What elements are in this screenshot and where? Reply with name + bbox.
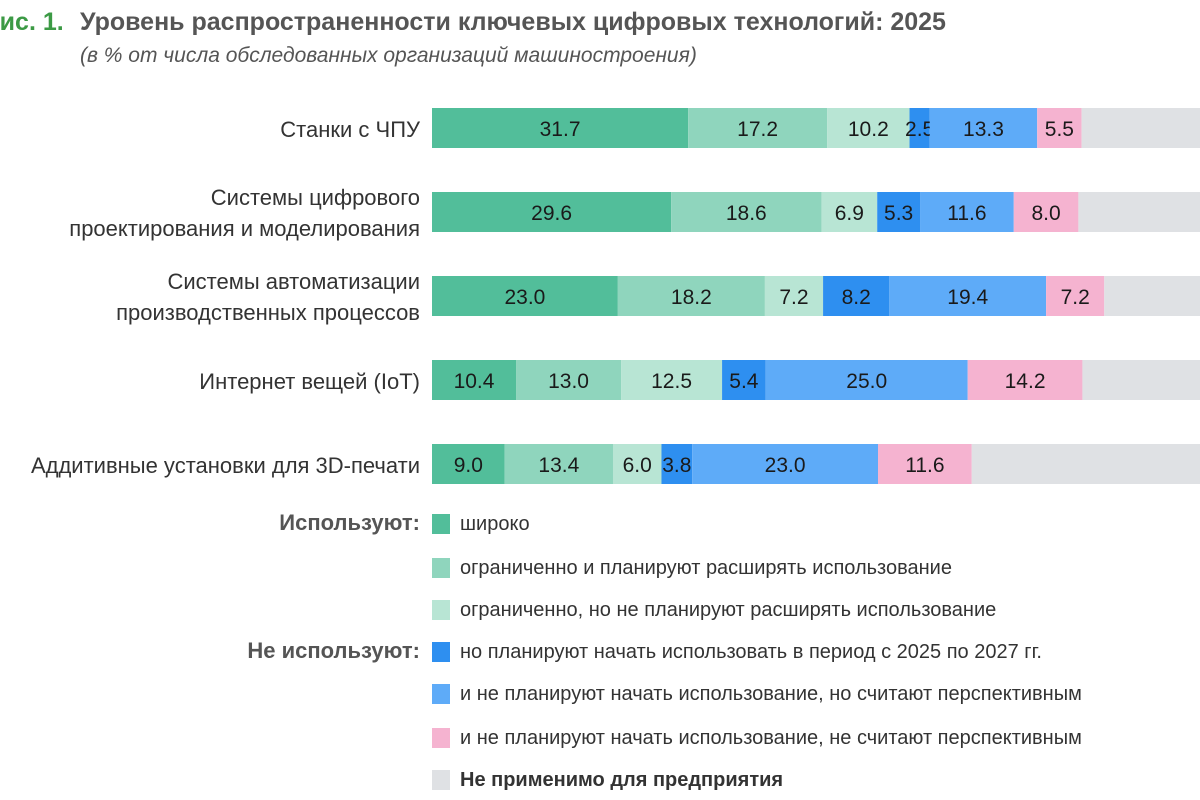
data-label: 8.2: [842, 286, 871, 309]
data-label: 25.0: [846, 370, 887, 393]
bar-segment: [1104, 276, 1200, 316]
legend-swatch: [432, 684, 450, 704]
bar-segment: [661, 444, 693, 484]
bar-segment: [889, 276, 1047, 316]
legend-swatch: [432, 728, 450, 748]
data-label: 6.0: [623, 454, 652, 477]
data-label: 5.3: [884, 202, 913, 225]
bar-segment: [821, 192, 878, 232]
category-label: Системы автоматизации производственных пр…: [0, 266, 420, 328]
data-label: 18.6: [726, 202, 767, 225]
category-label: Станки с ЧПУ: [0, 114, 420, 145]
data-label: 11.6: [947, 202, 986, 225]
data-label: 3.8: [662, 454, 691, 477]
category-label-line: Интернет вещей (IoT): [199, 368, 420, 394]
bar-segment: [1082, 360, 1200, 400]
data-label: 13.0: [548, 370, 589, 393]
bar-segment: [432, 444, 505, 484]
legend-label: Не применимо для предприятия: [460, 769, 784, 791]
bar-segment: [971, 444, 1200, 484]
category-label-line: проектирования и моделирования: [69, 216, 420, 241]
data-label: 10.2: [848, 118, 889, 141]
data-label: 18.2: [671, 286, 712, 309]
bar-segment: [1037, 108, 1082, 148]
bar-segment: [516, 360, 622, 400]
legend-swatch: [432, 600, 450, 620]
figure-number: Рис. 1.: [0, 8, 64, 36]
bar-segment: [929, 108, 1038, 148]
bar-segment: [877, 192, 921, 232]
legend-label: но планируют начать использовать в перио…: [460, 641, 1042, 663]
bar-segment: [671, 192, 822, 232]
data-label: 6.9: [835, 202, 864, 225]
data-label: 9.0: [454, 454, 483, 477]
category-label-line: Аддитивные установки для 3D-печати: [30, 452, 420, 478]
category-label-line: производственных процессов: [116, 300, 420, 325]
legend-swatch: [432, 770, 450, 790]
category-label-line: Системы автоматизации: [167, 269, 420, 294]
bar-segment: [764, 276, 824, 316]
bar-segment: [504, 444, 613, 484]
bar-segment: [432, 276, 618, 316]
bar-segment: [909, 108, 930, 148]
legend-label: широко: [460, 513, 530, 535]
data-label: 29.6: [531, 202, 572, 225]
category-label-line: Системы цифрового: [210, 185, 420, 210]
bar-segment: [432, 192, 672, 232]
data-label: 23.0: [504, 286, 545, 309]
bar-segment: [1078, 192, 1200, 232]
category-label: Аддитивные установки для 3D-печати: [0, 450, 420, 481]
data-label: 23.0: [765, 454, 806, 477]
bar-segment: [688, 108, 828, 148]
bar-segment: [1013, 192, 1079, 232]
bar-segment: [617, 276, 765, 316]
chart-title: Уровень распространенности ключевых цифр…: [80, 8, 946, 36]
data-label: 14.2: [1005, 370, 1046, 393]
category-label: Системы цифрового проектирования и модели…: [0, 182, 420, 244]
data-label: 19.4: [947, 286, 988, 309]
bar-segment: [920, 192, 1014, 232]
bar-segment: [621, 360, 723, 400]
bar-segment: [1046, 276, 1105, 316]
data-label: 7.2: [779, 286, 808, 309]
bar-segment: [612, 444, 662, 484]
bar-segment: [827, 108, 910, 148]
data-label: 13.3: [963, 118, 1004, 141]
bar-segment: [1081, 108, 1200, 148]
legend-swatch: [432, 558, 450, 578]
bar-segment: [692, 444, 879, 484]
bar-segment: [878, 444, 972, 484]
legend-swatch: [432, 642, 450, 662]
data-label: 7.2: [1061, 286, 1090, 309]
legend-label: и не планируют начать использование, но …: [460, 683, 1082, 705]
chart-subtitle: (в % от числа обследованных организаций …: [80, 44, 697, 67]
legend-label: и не планируют начать использование, не …: [460, 727, 1082, 749]
bar-segment: [432, 108, 689, 148]
data-label: 2.5: [905, 118, 934, 141]
data-label: 13.4: [538, 454, 579, 477]
data-label: 5.5: [1045, 118, 1074, 141]
data-label: 8.0: [1031, 202, 1060, 225]
legend-label: ограниченно и планируют расширять исполь…: [460, 557, 952, 579]
bar-segment: [432, 360, 517, 400]
data-label: 12.5: [651, 370, 692, 393]
bar-segment: [823, 276, 890, 316]
legend-group-label: Используют:: [279, 510, 420, 535]
legend-swatch: [432, 514, 450, 534]
legend-label: ограниченно, но не планируют расширять и…: [460, 599, 997, 621]
data-label: 31.7: [540, 118, 581, 141]
data-label: 5.4: [729, 370, 759, 393]
data-label: 11.6: [905, 454, 944, 477]
data-label: 10.4: [454, 370, 495, 393]
bar-segment: [967, 360, 1083, 400]
category-label: Интернет вещей (IoT): [0, 366, 420, 397]
legend-group-label: Не используют:: [247, 638, 420, 663]
data-label: 17.2: [737, 118, 778, 141]
bar-segment: [765, 360, 968, 400]
bar-segment: [722, 360, 766, 400]
category-label-line: Станки с ЧПУ: [280, 116, 420, 142]
